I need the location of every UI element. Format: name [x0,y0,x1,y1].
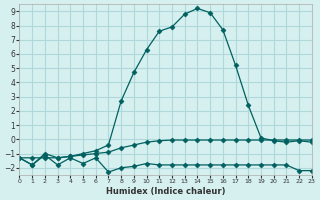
X-axis label: Humidex (Indice chaleur): Humidex (Indice chaleur) [106,187,225,196]
